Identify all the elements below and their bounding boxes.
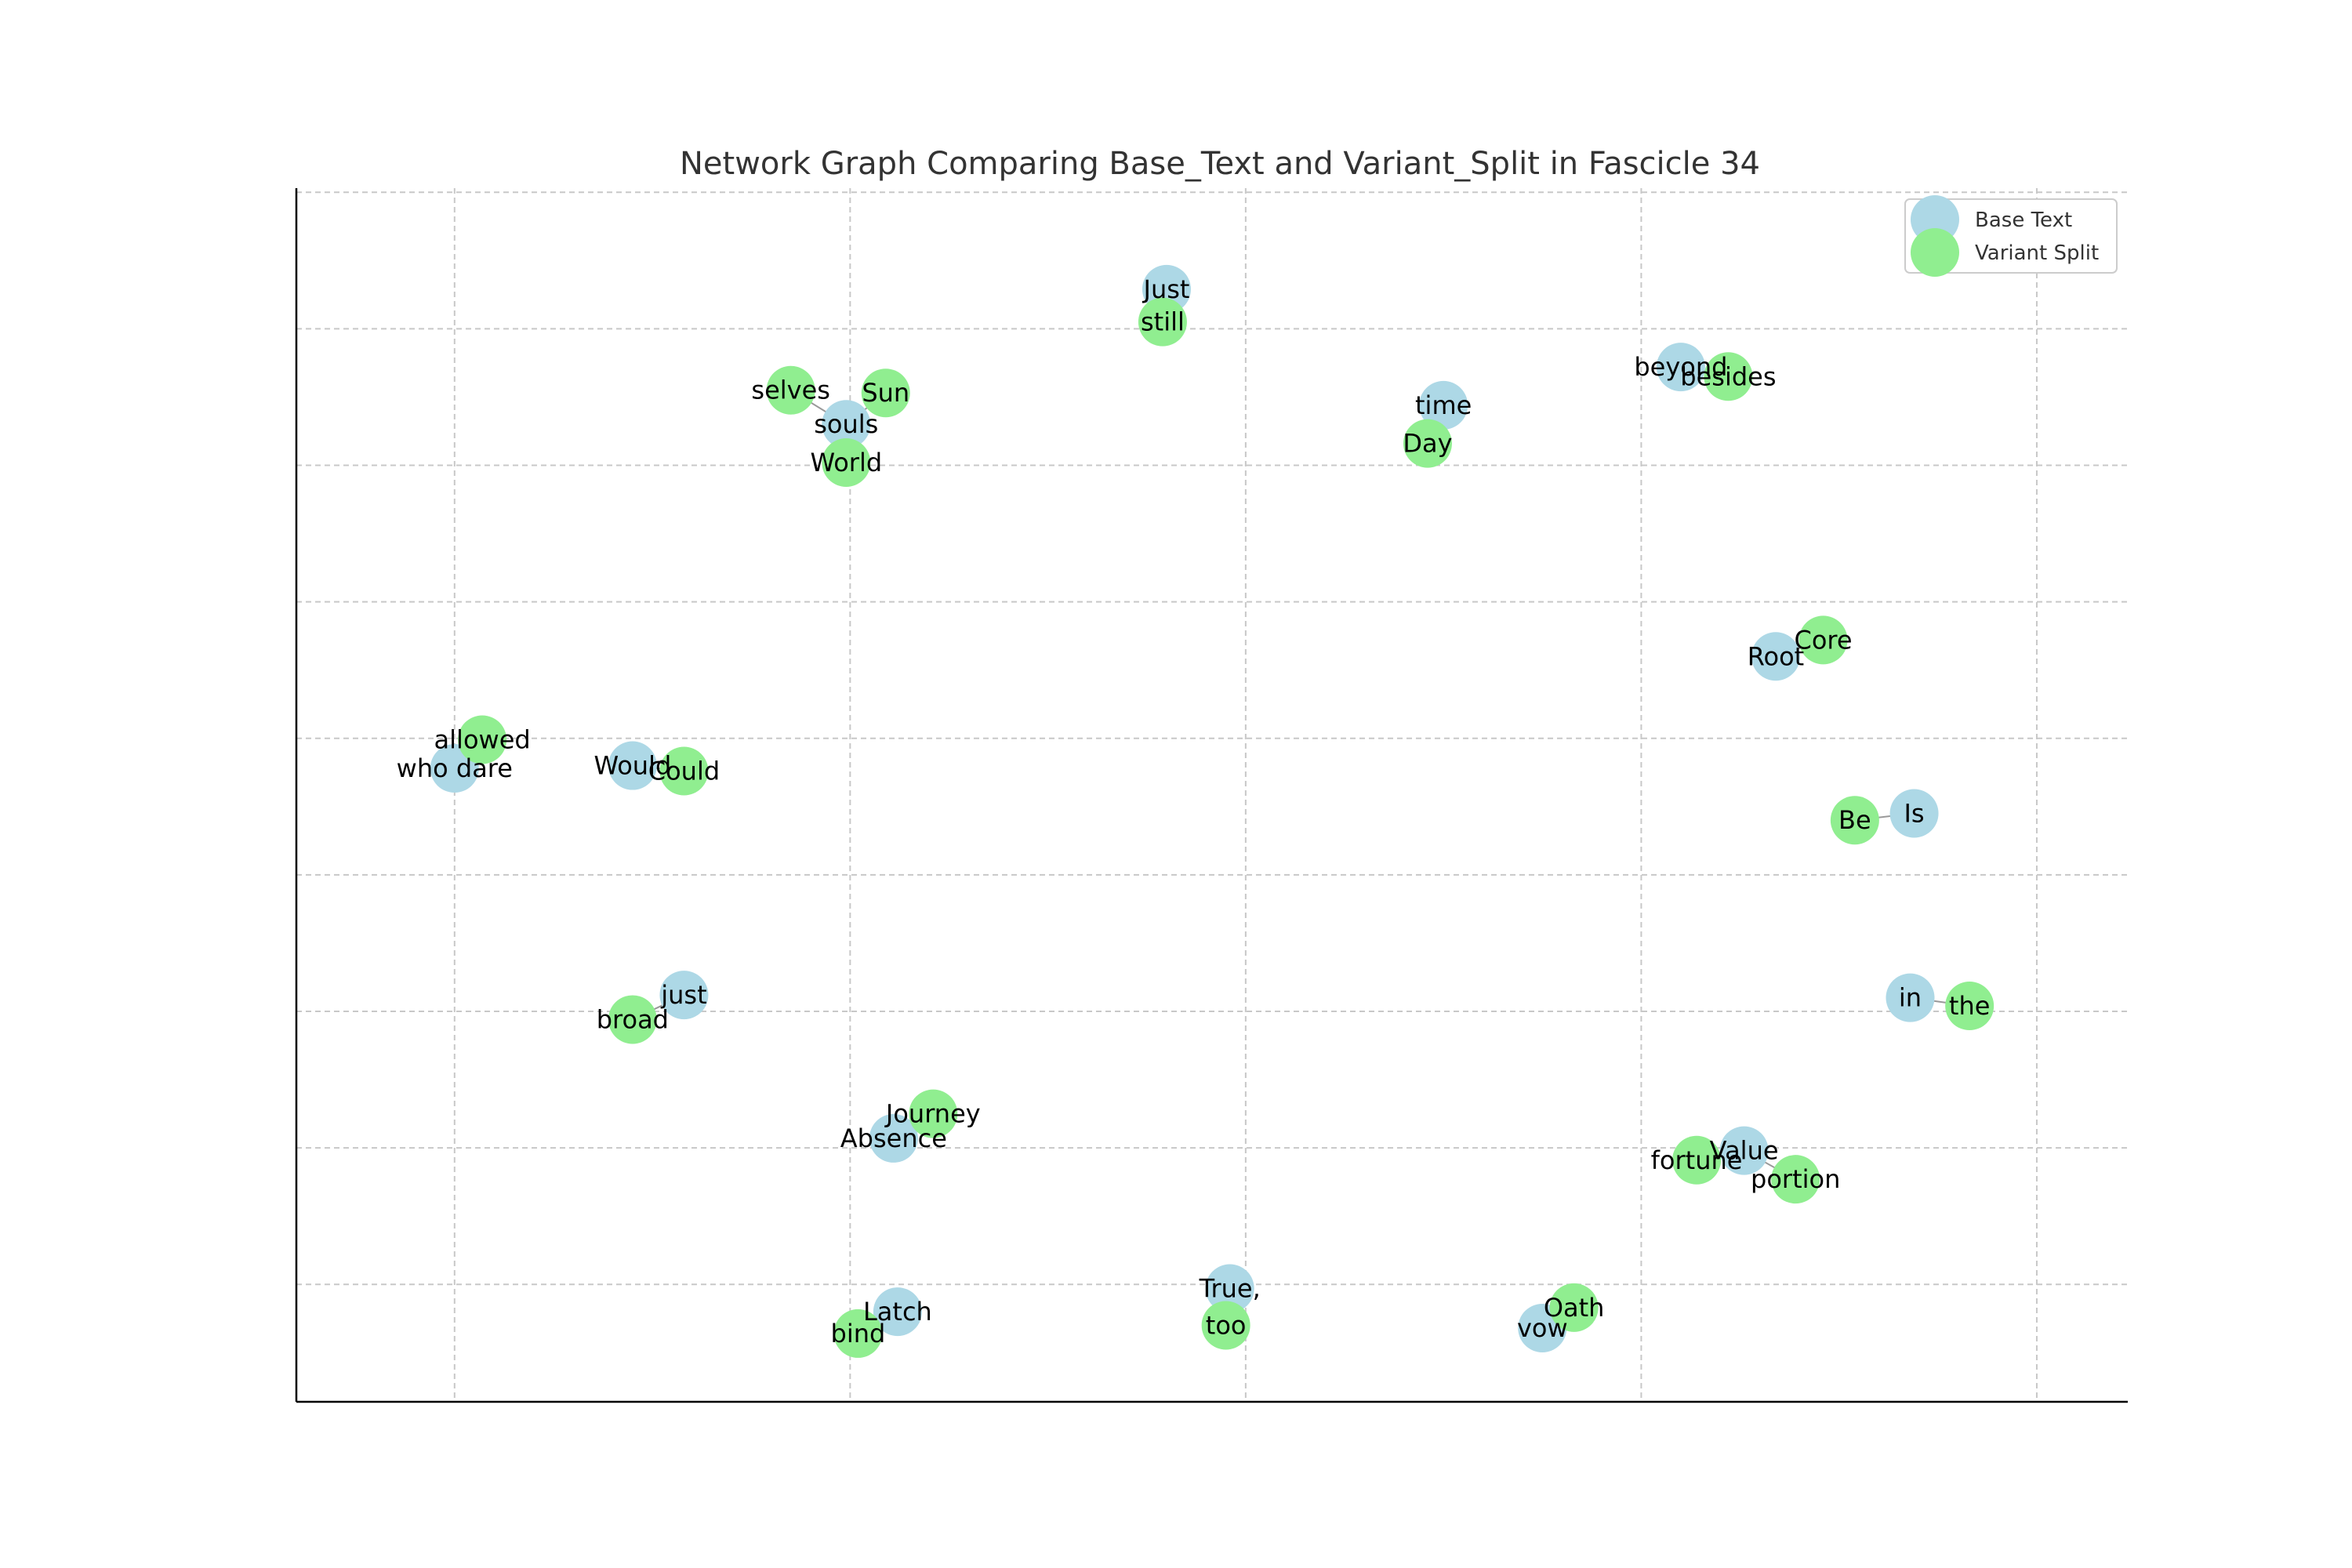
node-bind	[833, 1308, 883, 1358]
chart-title: Network Graph Comparing Base_Text and Va…	[680, 146, 1760, 182]
node-label-besides: besides	[1680, 361, 1776, 391]
node-broad	[608, 995, 657, 1044]
node-label-core: Core	[1794, 625, 1852, 655]
node-souls	[822, 400, 871, 449]
nodes	[430, 264, 1994, 1358]
node-root	[1751, 632, 1800, 681]
node-journey	[909, 1089, 958, 1138]
node-label-sun: Sun	[862, 378, 909, 408]
node-label-value: Value	[1710, 1136, 1779, 1166]
node-time	[1419, 380, 1468, 430]
legend-label-base-text: Base Text	[1975, 209, 2072, 232]
node-label-journey: Journey	[884, 1099, 981, 1129]
node-too	[1201, 1301, 1250, 1350]
axes	[295, 188, 2128, 1403]
node-label-oath: Oath	[1544, 1293, 1605, 1323]
node-label-who-dare: who dare	[397, 753, 513, 783]
node-label-just: just	[660, 980, 706, 1010]
node-portion	[1771, 1155, 1820, 1204]
node-label-just: Just	[1142, 274, 1190, 304]
node-is	[1889, 789, 1939, 838]
node-just	[659, 971, 709, 1020]
node-could	[659, 746, 709, 796]
node-label-root: Root	[1748, 641, 1805, 671]
node-fortune	[1672, 1135, 1722, 1185]
node-label-too: too	[1206, 1310, 1247, 1340]
node-label-beyond: beyond	[1634, 352, 1727, 382]
node-label-latch: Latch	[863, 1297, 932, 1327]
legend: Base Text Variant Split	[1904, 195, 2118, 277]
node-labels: Just souls time beyond Root who dare Would Is ju…	[397, 274, 1991, 1348]
node-the	[1945, 982, 1994, 1031]
node-label-could: Could	[648, 757, 720, 786]
node-absence	[869, 1113, 918, 1163]
node-label-world: World	[810, 448, 882, 477]
legend-label-variant-split: Variant Split	[1975, 241, 2099, 265]
node-label-true: True,	[1199, 1273, 1261, 1303]
node-label-would: Would	[593, 751, 671, 781]
node-label-souls: souls	[814, 409, 878, 439]
node-label-fortune: fortune	[1651, 1145, 1743, 1175]
node-core	[1798, 615, 1848, 665]
node-label-day: Day	[1403, 429, 1452, 459]
node-label-portion: portion	[1751, 1164, 1840, 1194]
node-label-is: Is	[1904, 799, 1924, 829]
node-label-allowed: allowed	[434, 724, 531, 754]
node-label-absence: Absence	[840, 1123, 947, 1153]
node-label-bind: bind	[831, 1319, 886, 1348]
node-latch	[873, 1287, 922, 1337]
node-in	[1886, 973, 1935, 1022]
node-label-broad: broad	[597, 1004, 669, 1034]
node-label-selves: selves	[751, 376, 830, 405]
node-true	[1205, 1264, 1254, 1313]
node-value	[1719, 1126, 1769, 1175]
grid-lines	[296, 188, 2128, 1402]
node-world	[822, 437, 871, 487]
node-label-still: still	[1141, 307, 1185, 337]
node-oath	[1549, 1283, 1599, 1332]
node-sun	[861, 368, 910, 418]
node-label-in: in	[1899, 983, 1922, 1013]
node-allowed	[458, 715, 507, 764]
node-would	[608, 741, 657, 790]
node-label-vow: vow	[1517, 1313, 1568, 1343]
node-beyond	[1656, 343, 1705, 392]
node-label-the: the	[1949, 991, 1991, 1021]
node-label-time: time	[1415, 390, 1472, 420]
legend-marker-variant-split	[1911, 228, 1959, 277]
node-still	[1138, 297, 1187, 347]
node-selves	[766, 365, 815, 415]
node-day	[1403, 419, 1452, 468]
node-label-be: Be	[1838, 805, 1871, 835]
node-besides	[1704, 352, 1753, 401]
node-be	[1830, 796, 1879, 845]
